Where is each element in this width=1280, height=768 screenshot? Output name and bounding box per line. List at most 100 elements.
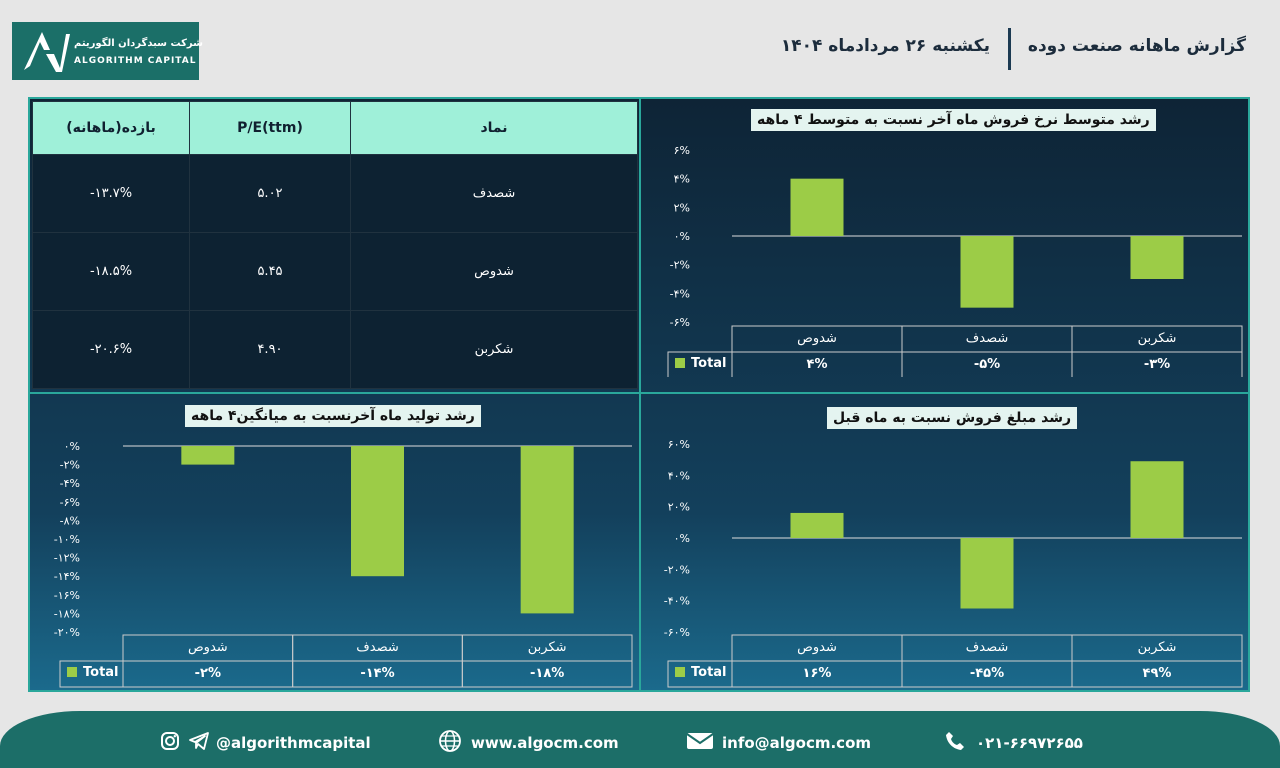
category-label: شصدف xyxy=(356,640,398,655)
sales-rate-growth-chart: ۶% ۴% ۲% ۰% -۲% -۴% -۶% Total شدوص ۴% شصدف -۵% شکربن… xyxy=(667,144,1243,377)
column-header-symbol: نماد xyxy=(350,101,638,155)
category-label: شکربن xyxy=(528,640,567,655)
chart-title-sales-amount: رشد مبلغ فروش نسبت به ماه قبل xyxy=(827,407,1078,429)
value-cell xyxy=(461,660,633,688)
legend-swatch xyxy=(675,667,685,677)
y-tick-label: ۰% xyxy=(64,440,80,453)
symbol-cell: شکربن xyxy=(350,310,638,389)
data-label: -۱۸% xyxy=(530,666,564,681)
y-tick-label: -۶% xyxy=(60,496,80,509)
legend-swatch xyxy=(675,358,685,368)
table-row: -۱۳.۷% ۵.۰۲ شصدف xyxy=(32,154,638,233)
bar xyxy=(520,446,574,614)
value-cell xyxy=(1071,351,1243,377)
data-label: ۴۹% xyxy=(1143,666,1172,681)
y-tick-label: -۲% xyxy=(670,259,690,272)
social-handle-link[interactable]: @algorithmcapital xyxy=(216,734,371,752)
logo-persian-name: شرکت سبدگردان الگوریتم xyxy=(74,38,203,49)
y-tick-label: -۴۰% xyxy=(664,595,690,608)
stocks-table: بازده(ماهانه) P/E(ttm) نماد -۱۳.۷% ۵.۰۲ … xyxy=(32,101,638,389)
y-tick-label: ۰% xyxy=(674,230,690,243)
symbol-cell: شصدف xyxy=(350,154,638,233)
vertical-divider xyxy=(639,99,641,690)
y-tick-label: ۴۰% xyxy=(668,469,690,482)
legend-label: Total xyxy=(83,665,119,680)
email-link[interactable]: info@algocm.com xyxy=(722,734,872,752)
report-date: یکشنبه ۲۶ مردادماه ۱۴۰۴ xyxy=(780,36,990,56)
telegram-icon[interactable] xyxy=(188,731,210,751)
horizontal-divider xyxy=(30,392,1248,394)
header-divider xyxy=(1008,28,1011,70)
y-tick-label: -۱۸% xyxy=(54,607,80,620)
bar xyxy=(790,512,844,538)
bar xyxy=(181,446,235,465)
y-tick-label: -۱۰% xyxy=(54,533,80,546)
phone-icon xyxy=(946,732,964,750)
data-label: -۵% xyxy=(974,357,1000,372)
bar xyxy=(960,236,1014,308)
data-label: -۴۵% xyxy=(970,666,1004,681)
category-label: شکربن xyxy=(1138,331,1177,346)
sales-amount-growth-chart: ۶۰% ۴۰% ۲۰% ۰% -۲۰% -۴۰% -۶۰% Total شدوص ۱۶% شصدف -… xyxy=(664,438,1243,688)
y-tick-label: -۱۶% xyxy=(54,589,80,602)
pe-cell: ۴.۹۰ xyxy=(189,310,351,389)
data-label: ۴% xyxy=(807,357,828,372)
data-label: -۲% xyxy=(195,666,221,681)
instagram-icon[interactable] xyxy=(160,731,180,751)
category-label: شصدف xyxy=(966,331,1008,346)
dashboard-panel: بازده(ماهانه) P/E(ttm) نماد -۱۳.۷% ۵.۰۲ … xyxy=(28,97,1250,692)
data-label: ۱۶% xyxy=(803,666,832,681)
y-tick-label: -۶۰% xyxy=(664,626,690,639)
email-icon xyxy=(686,733,714,749)
category-label: شدوص xyxy=(797,331,837,346)
globe-icon xyxy=(439,730,461,752)
bar xyxy=(1130,461,1184,538)
logo: شرکت سبدگردان الگوریتم ALGORITHM CAPITAL xyxy=(12,22,203,80)
legend-label: Total xyxy=(691,356,727,371)
table-row: -۲۰.۶% ۴.۹۰ شکربن xyxy=(32,310,638,389)
logo-english-name: ALGORITHM CAPITAL xyxy=(74,56,197,66)
y-tick-label: ۲۰% xyxy=(668,501,690,514)
category-label: شدوص xyxy=(797,640,837,655)
y-tick-label: -۴% xyxy=(60,477,80,490)
y-tick-label: -۱۴% xyxy=(54,570,80,583)
value-cell xyxy=(1071,660,1243,688)
category-label: شکربن xyxy=(1138,640,1177,655)
y-tick-label: ۴% xyxy=(674,173,690,186)
page-title: گزارش ماهانه صنعت دوده xyxy=(1027,36,1246,56)
return-cell: -۱۳.۷% xyxy=(32,154,190,233)
legend-swatch xyxy=(67,667,77,677)
y-tick-label: -۲۰% xyxy=(664,563,690,576)
symbol-cell: شدوص xyxy=(350,232,638,311)
data-label: -۱۴% xyxy=(360,666,394,681)
footer: @algorithmcapital www.algocm.com info@al… xyxy=(0,711,1280,768)
y-tick-label: ۲% xyxy=(674,201,690,214)
y-tick-label: -۸% xyxy=(60,514,80,527)
table-row: -۱۸.۵% ۵.۴۵ شدوص xyxy=(32,232,638,311)
bar xyxy=(960,538,1014,609)
y-tick-label: ۶% xyxy=(674,144,690,157)
website-link[interactable]: www.algocm.com xyxy=(471,734,619,752)
y-tick-label: -۴% xyxy=(670,287,690,300)
bar xyxy=(1130,236,1184,279)
phone-number[interactable]: ۰۲۱-۶۶۹۷۲۶۵۵ xyxy=(976,734,1083,752)
y-tick-label: -۲۰% xyxy=(54,626,80,639)
y-tick-label: -۲% xyxy=(60,459,80,472)
chart-title-production: رشد تولید ماه آخرنسبت به میانگین۴ ماهه xyxy=(185,405,481,427)
y-tick-label: -۱۲% xyxy=(54,552,80,565)
table-header-row: بازده(ماهانه) P/E(ttm) نماد xyxy=(32,101,638,155)
bar xyxy=(790,178,844,236)
column-header-pe: P/E(ttm) xyxy=(189,101,351,155)
y-tick-label: ۰% xyxy=(674,532,690,545)
chart-title-sales-rate: رشد متوسط نرخ فروش ماه آخر نسبت به متوسط… xyxy=(751,109,1156,131)
bar xyxy=(351,446,404,577)
return-cell: -۲۰.۶% xyxy=(32,310,190,389)
logo-mark-icon xyxy=(24,32,70,72)
pe-cell: ۵.۴۵ xyxy=(189,232,351,311)
production-growth-chart: ۰% -۲% -۴% -۶% -۸% -۱۰% -۱۲% -۱۴% -۱۶% -۱۸% -۲۰% To… xyxy=(54,440,633,688)
legend-label: Total xyxy=(691,665,727,680)
y-tick-label: -۶% xyxy=(670,316,690,329)
y-tick-label: ۶۰% xyxy=(668,438,690,451)
category-label: شدوص xyxy=(188,640,228,655)
column-header-return: بازده(ماهانه) xyxy=(32,101,190,155)
